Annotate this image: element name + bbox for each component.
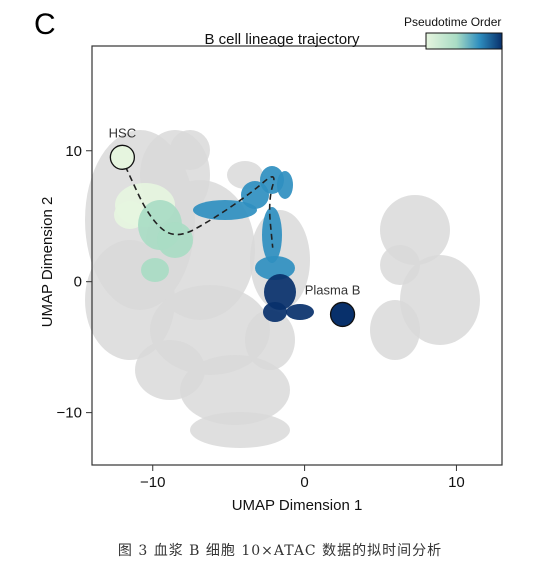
background-cell-cluster (190, 412, 290, 448)
background-cell-cluster (135, 340, 205, 400)
lineage-cell-cluster (277, 171, 293, 199)
annotation-marker (329, 301, 356, 328)
panel-letter: C (34, 8, 56, 41)
background-cell-cluster (370, 300, 420, 360)
x-axis-label: UMAP Dimension 1 (232, 497, 363, 514)
legend-colorbar (425, 32, 503, 50)
background-cell-cluster (180, 355, 290, 425)
background-cell-cluster (170, 130, 210, 170)
annotation-label: HSC (109, 125, 136, 140)
legend-title: Pseudotime Order (404, 15, 501, 29)
lineage-cell-cluster (255, 256, 295, 280)
lineage-cell-cluster (286, 304, 314, 320)
axes: −10 0 10 −10 0 10 (57, 143, 465, 491)
lineage-cell-cluster (264, 274, 296, 310)
y-axis-label: UMAP Dimension 2 (39, 197, 56, 328)
x-tick-label: 10 (448, 474, 465, 491)
background-cell-cluster (245, 310, 295, 370)
background-cell-cluster (380, 245, 420, 285)
legend: Pseudotime Order (404, 15, 503, 50)
y-tick-label: −10 (57, 405, 82, 422)
annotation-marker (109, 144, 136, 170)
figure-caption: 图 3 血浆 B 细胞 10×ATAC 数据的拟时间分析 (117, 543, 443, 559)
lineage-cell-cluster (157, 222, 193, 258)
lineage-cell-cluster (263, 302, 287, 322)
y-tick-label: 0 (74, 274, 82, 291)
lineage-cells (114, 166, 314, 322)
x-tick-label: 0 (300, 474, 308, 491)
background-cell-cluster (400, 255, 480, 345)
lineage-cell-cluster (241, 181, 269, 209)
trajectory (124, 166, 275, 248)
x-tick-label: −10 (140, 474, 165, 491)
plot-frame (91, 45, 503, 466)
annotation-label: Plasma B (305, 282, 361, 297)
background-cells (85, 130, 480, 448)
trajectory-line (124, 166, 275, 248)
lineage-cell-cluster (114, 201, 146, 229)
chart-title: B cell lineage trajectory (204, 31, 360, 48)
annotations: HSC Plasma B (109, 125, 361, 328)
lineage-cell-cluster (141, 258, 169, 282)
y-tick-label: 10 (65, 143, 82, 160)
